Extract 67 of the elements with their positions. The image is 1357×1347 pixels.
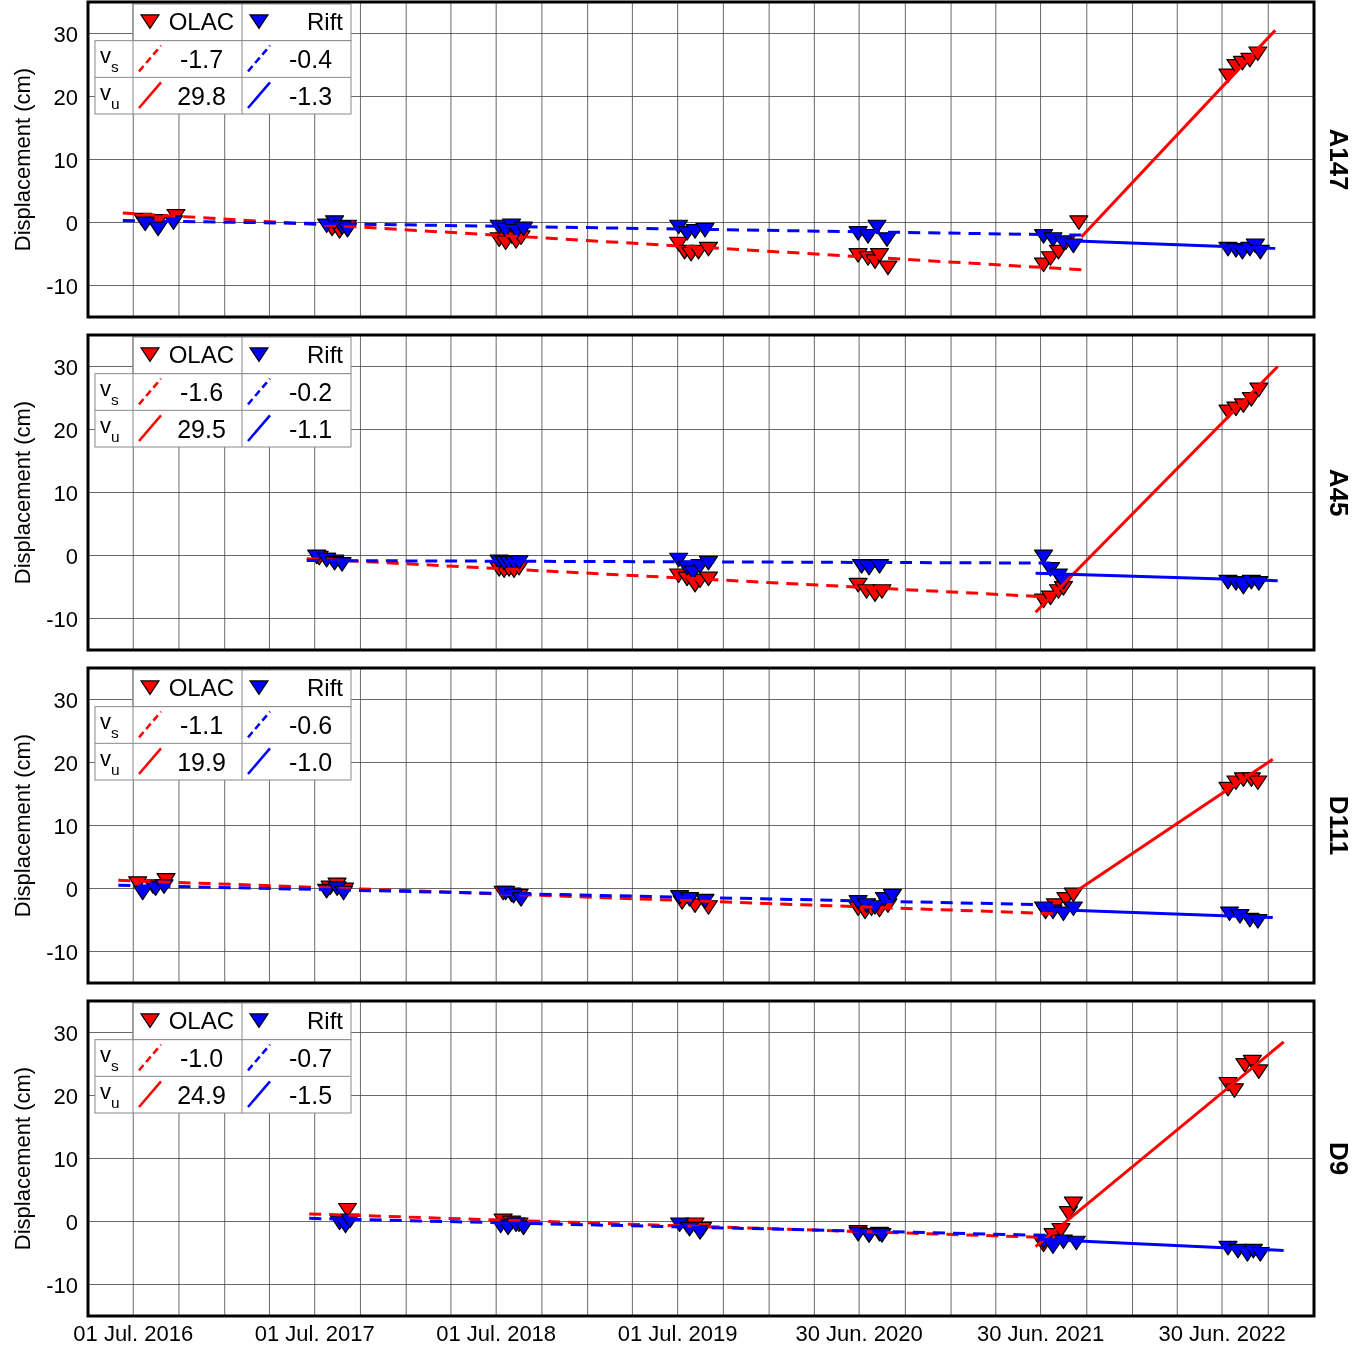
x-tick-label: 30 Jun. 2020 [795,1321,923,1346]
annotation: -0.7 [288,1044,333,1072]
legend-label: OLAC [168,341,234,369]
annotation: -1.3 [288,81,333,110]
y-tick-label: 20 [53,750,78,776]
y-tick-label: 10 [53,813,78,839]
y-tick-label: 0 [65,543,78,569]
annotation: v$_{s}$ [100,43,119,75]
annotation: 29.5 [177,414,226,443]
y-tick-label: 10 [53,480,78,506]
annotation: -1.7 [179,45,224,73]
y-tick-label: 0 [65,210,78,236]
y-tick-label: 30 [53,1020,78,1046]
y-tick-label: 10 [53,147,78,173]
y-tick-label: 10 [53,1146,78,1172]
annotation: v$_{u}$ [100,79,120,112]
x-tick-label: 30 Jun. 2021 [976,1321,1105,1346]
y-tick-label: -10 [46,939,78,965]
y-axis-title: Displacement (cm) [10,67,35,252]
x-tick-label: 01 Jul. 2019 [617,1321,738,1346]
y-tick-label: 30 [53,687,78,713]
annotation: -1.6 [179,378,224,406]
annotation: -0.2 [288,378,333,406]
x-tick-label: 01 Jul. 2018 [436,1321,557,1346]
legend-label: OLAC [168,674,234,702]
y-axis-title: Displacement (cm) [10,733,35,918]
y-axis-title: Displacement (cm) [10,400,35,585]
text: A147 [1324,128,1354,191]
annotation: -1.1 [288,414,333,443]
y-tick-label: 30 [53,21,78,47]
y-tick-label: 20 [53,417,78,443]
annotation: -1.1 [179,711,224,739]
annotation: -0.4 [288,45,333,73]
annotation: 29.8 [177,81,226,110]
x-tick-label: 01 Jul. 2016 [73,1321,194,1346]
annotation: -1.0 [288,747,333,776]
y-tick-label: -10 [46,1272,78,1298]
y-tick-label: 20 [53,84,78,110]
annotation: -1.5 [288,1080,333,1109]
y-tick-label: -10 [46,273,78,299]
legend-label: OLAC [168,8,234,36]
y-tick-label: 30 [53,354,78,380]
annotation: 24.9 [177,1080,226,1109]
x-tick-label: 01 Jul. 2017 [254,1321,375,1346]
text: A45 [1324,468,1354,517]
annotation: 19.9 [177,747,226,776]
y-tick-label: 0 [65,1209,78,1235]
annotation: -1.0 [179,1044,224,1072]
annotation: -0.6 [288,711,333,739]
legend-label: Rift [307,8,344,36]
annotation: v$_{s}$ [100,376,119,408]
annotation: v$_{s}$ [100,1042,119,1074]
annotation: v$_{u}$ [100,1078,120,1111]
legend-label: Rift [307,341,344,369]
text: D111 [1324,795,1354,856]
y-axis-title: Displacement (cm) [10,1066,35,1251]
annotation: v$_{u}$ [100,412,120,445]
y-tick-label: -10 [46,606,78,632]
x-tick-label: 30 Jun. 2022 [1158,1321,1286,1346]
legend-label: Rift [307,1007,344,1035]
legend-label: OLAC [168,1007,234,1035]
annotation: v$_{u}$ [100,745,120,778]
legend-label: Rift [307,674,344,702]
text: D9 [1324,1141,1354,1176]
y-tick-label: 0 [65,876,78,902]
annotation: v$_{s}$ [100,709,119,741]
y-tick-label: 20 [53,1083,78,1109]
